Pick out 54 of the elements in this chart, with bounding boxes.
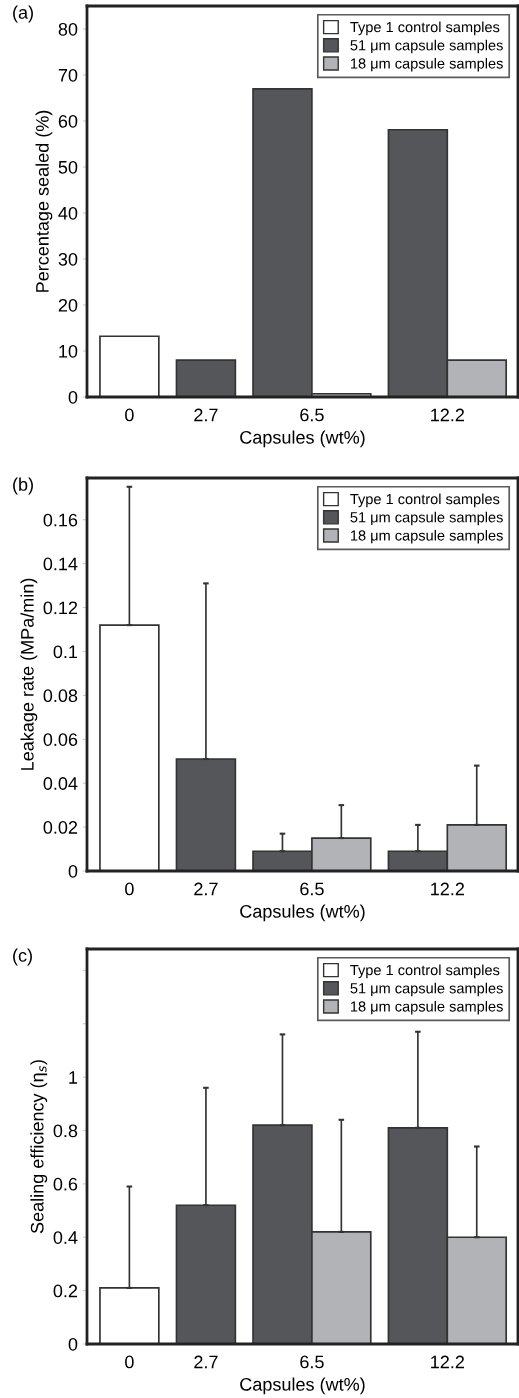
chart-title: (a) (13, 5, 33, 23)
x-tick-label: 12.2 (431, 408, 464, 422)
x-tick-label: 6.5 (300, 408, 324, 422)
y-tick-label: 0.16 (43, 513, 78, 527)
x-axis-title: Capsules (wt%) (240, 1377, 365, 1395)
legend-label: 51 μm capsule samples (350, 511, 503, 526)
y-tick-label: 20 (58, 298, 78, 312)
y-tick-label: 0.02 (43, 821, 78, 834)
y-tick-label: 0.6 (53, 1177, 78, 1191)
x-tick-label: 2.7 (194, 408, 218, 422)
y-tick-label: 0.1 (53, 645, 78, 659)
y-tick-label: 0.8 (53, 1124, 78, 1138)
x-tick-label: 6.5 (300, 1355, 324, 1369)
x-tick-label: 2.7 (194, 882, 218, 896)
legend-label: 51 μm capsule samples (350, 982, 503, 997)
y-tick-label: 0.04 (43, 777, 78, 790)
y-tick-label: 1 (69, 1071, 78, 1084)
x-tick-label: 2.7 (194, 1355, 218, 1369)
chart-title: (c) (13, 948, 32, 966)
y-tick-label: 0 (68, 1337, 78, 1351)
y-tick-label: 0 (68, 390, 78, 404)
y-tick-label: 10 (59, 344, 78, 358)
y-tick-label: 80 (58, 22, 78, 36)
x-tick-label: 0 (125, 882, 134, 896)
x-tick-label: 12.2 (431, 882, 464, 896)
y-tick-label: 0.06 (43, 733, 78, 746)
y-tick-label: 60 (58, 114, 78, 128)
y-tick-label: 0 (68, 864, 78, 878)
x-tick-label: 0 (125, 1355, 134, 1369)
legend-label: Type 1 control samples (350, 964, 500, 979)
x-tick-label: 0 (125, 408, 134, 422)
y-axis-title: Leakage rate (MPa/min) (20, 578, 38, 770)
chart-title: (b) (13, 477, 33, 495)
y-tick-label: 70 (58, 68, 78, 82)
y-tick-label: 30 (58, 252, 78, 266)
y-axis-title: Sealing efficiency (η$_{s}$) (30, 1060, 48, 1234)
legend-label: 18 μm capsule samples (351, 529, 503, 544)
y-tick-label: 0.12 (43, 601, 78, 615)
y-tick-label: 0.4 (53, 1231, 78, 1244)
x-tick-label: 6.5 (300, 882, 324, 896)
legend-label: 18 μm capsule samples (351, 57, 503, 72)
legend-label: Type 1 control samples (350, 493, 500, 508)
y-tick-label: 50 (58, 160, 78, 174)
legend-label: 18 μm capsule samples (351, 1000, 503, 1015)
y-tick-label: 40 (58, 206, 78, 220)
legend-label: 51 μm capsule samples (350, 39, 503, 54)
x-axis-title: Capsules (wt%) (240, 430, 365, 448)
y-axis-title: Percentage sealed (%) (35, 110, 53, 292)
legend-label: Type 1 control samples (350, 21, 500, 36)
x-axis-title: Capsules (wt%) (240, 904, 365, 922)
y-tick-label: 0.14 (43, 557, 78, 571)
x-tick-label: 12.2 (431, 1355, 464, 1369)
y-tick-label: 0.08 (43, 689, 78, 703)
y-tick-label: 0.2 (53, 1284, 78, 1298)
